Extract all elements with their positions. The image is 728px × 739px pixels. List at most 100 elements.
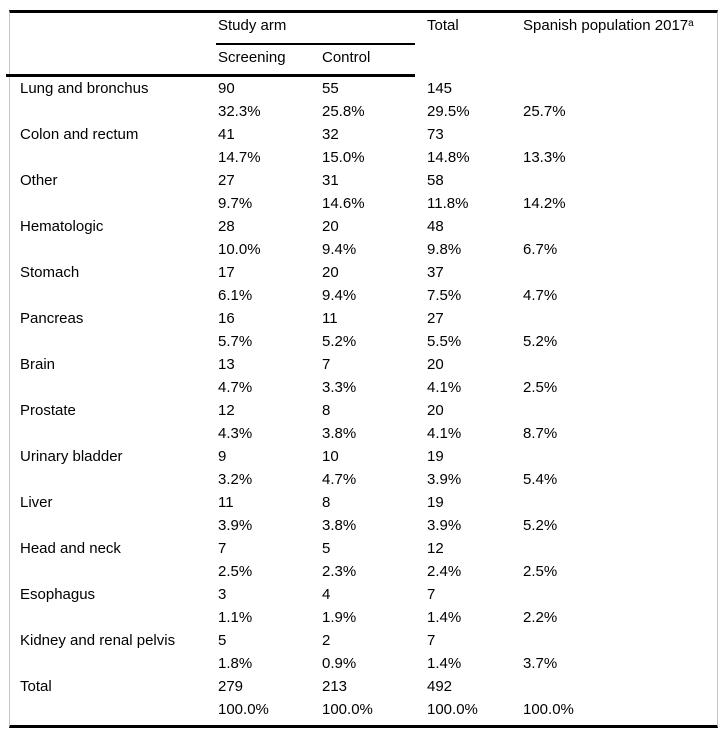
site-empty-cell <box>20 238 218 261</box>
control-count-cell: 55 <box>322 80 339 97</box>
count-line: Esophagus 3 4 7 <box>10 583 717 606</box>
total-count-cell: 7 <box>427 586 436 603</box>
percent-line: 4.7% 3.3% 4.1% 2.5% <box>10 376 717 399</box>
control-percent-cell: 100.0% <box>322 701 373 718</box>
percent-line: 1.8% 0.9% 1.4% 3.7% <box>10 652 717 675</box>
control-percent-cell: 3.3% <box>322 379 357 396</box>
site-cell: Head and neck <box>20 540 121 557</box>
control-percent-cell: 9.4% <box>322 287 357 304</box>
count-line: Kidney and renal pelvis 5 2 7 <box>10 629 717 652</box>
spanish-count-cell <box>523 629 717 652</box>
spanish-percent-cell: 6.7% <box>523 241 558 258</box>
spanish-count-cell <box>523 353 717 376</box>
total-count-cell: 37 <box>427 264 444 281</box>
spanish-percent-cell: 5.4% <box>523 471 558 488</box>
total-percent-cell: 1.4% <box>427 609 462 626</box>
site-cell: Urinary bladder <box>20 448 123 465</box>
control-percent-cell: 9.4% <box>322 241 357 258</box>
screening-count-cell: 5 <box>218 632 227 649</box>
screening-percent-cell: 1.1% <box>218 609 253 626</box>
site-cell: Lung and bronchus <box>20 80 149 97</box>
table-body: Lung and bronchus 90 55 145 32.3% 25.8% 29.5% 2… <box>10 77 717 721</box>
footnote-marker: a <box>688 18 694 29</box>
screening-percent-cell: 3.9% <box>218 517 253 534</box>
count-line: Lung and bronchus 90 55 145 <box>10 77 717 100</box>
site-empty-cell <box>20 560 218 583</box>
spanish-percent-cell: 13.3% <box>523 149 566 166</box>
total-percent-cell: 3.9% <box>427 517 462 534</box>
percent-line: 4.3% 3.8% 4.1% 8.7% <box>10 422 717 445</box>
percent-line: 1.1% 1.9% 1.4% 2.2% <box>10 606 717 629</box>
spanish-count-cell <box>523 491 717 514</box>
screening-count-cell: 16 <box>218 310 235 327</box>
total-percent-cell: 7.5% <box>427 287 462 304</box>
total-header: Total <box>427 17 459 34</box>
total-count-cell: 12 <box>427 540 444 557</box>
site-empty-cell <box>20 192 218 215</box>
control-count-cell: 20 <box>322 218 339 235</box>
count-line: Urinary bladder 9 10 19 <box>10 445 717 468</box>
total-percent-cell: 3.9% <box>427 471 462 488</box>
site-empty-cell <box>20 652 218 675</box>
spanish-count-cell <box>523 307 717 330</box>
total-percent-cell: 14.8% <box>427 149 470 166</box>
control-percent-cell: 0.9% <box>322 655 357 672</box>
screening-count-cell: 27 <box>218 172 235 189</box>
percent-line: 5.7% 5.2% 5.5% 5.2% <box>10 330 717 353</box>
count-line: Prostate 12 8 20 <box>10 399 717 422</box>
spanish-count-cell <box>523 261 717 284</box>
screening-count-cell: 7 <box>218 540 227 557</box>
total-count-cell: 20 <box>427 356 444 373</box>
screening-percent-cell: 1.8% <box>218 655 253 672</box>
control-percent-cell: 3.8% <box>322 425 357 442</box>
total-count-cell: 19 <box>427 448 444 465</box>
percent-line: 9.7% 14.6% 11.8% 14.2% <box>10 192 717 215</box>
control-percent-cell: 14.6% <box>322 195 365 212</box>
total-count-cell: 145 <box>427 80 453 97</box>
control-count-cell: 31 <box>322 172 339 189</box>
control-count-cell: 11 <box>322 310 338 327</box>
control-percent-cell: 4.7% <box>322 471 357 488</box>
total-count-cell: 48 <box>427 218 444 235</box>
percent-line: 3.9% 3.8% 3.9% 5.2% <box>10 514 717 537</box>
screening-percent-cell: 3.2% <box>218 471 253 488</box>
control-percent-cell: 25.8% <box>322 103 365 120</box>
site-empty-cell <box>20 422 218 445</box>
control-percent-cell: 3.8% <box>322 517 357 534</box>
screening-percent-cell: 14.7% <box>218 149 261 166</box>
control-subheader: Control <box>322 49 371 66</box>
total-percent-cell: 4.1% <box>427 379 462 396</box>
spanish-percent-cell: 2.5% <box>523 563 558 580</box>
screening-count-cell: 12 <box>218 402 235 419</box>
screening-count-cell: 279 <box>218 678 244 695</box>
control-count-cell: 8 <box>322 402 331 419</box>
spanish-count-cell <box>523 675 717 698</box>
count-line: Head and neck 7 5 12 <box>10 537 717 560</box>
count-line: Brain 13 7 20 <box>10 353 717 376</box>
screening-count-cell: 90 <box>218 80 235 97</box>
site-cell: Brain <box>20 356 56 373</box>
total-percent-cell: 5.5% <box>427 333 462 350</box>
control-count-cell: 32 <box>322 126 339 143</box>
spanish-percent-cell: 2.5% <box>523 379 558 396</box>
screening-percent-cell: 6.1% <box>218 287 253 304</box>
spanish-count-cell <box>523 583 717 606</box>
study-arm-header: Study arm <box>218 17 287 34</box>
spanish-percent-cell: 8.7% <box>523 425 558 442</box>
site-cell: Hematologic <box>20 218 104 235</box>
site-empty-cell <box>20 330 218 353</box>
screening-count-cell: 17 <box>218 264 235 281</box>
site-empty-cell <box>20 698 218 721</box>
site-cell: Colon and rectum <box>20 126 139 143</box>
spanish-percent-cell: 5.2% <box>523 333 558 350</box>
screening-count-cell: 28 <box>218 218 235 235</box>
screening-count-cell: 9 <box>218 448 227 465</box>
spanish-population-header-text: Spanish population 2017 <box>523 17 689 34</box>
count-line: Total 279 213 492 <box>10 675 717 698</box>
control-count-cell: 213 <box>322 678 348 695</box>
percent-line: 10.0% 9.4% 9.8% 6.7% <box>10 238 717 261</box>
control-percent-cell: 1.9% <box>322 609 357 626</box>
study-arm-underline-rule <box>216 43 415 45</box>
count-line: Stomach 17 20 37 <box>10 261 717 284</box>
